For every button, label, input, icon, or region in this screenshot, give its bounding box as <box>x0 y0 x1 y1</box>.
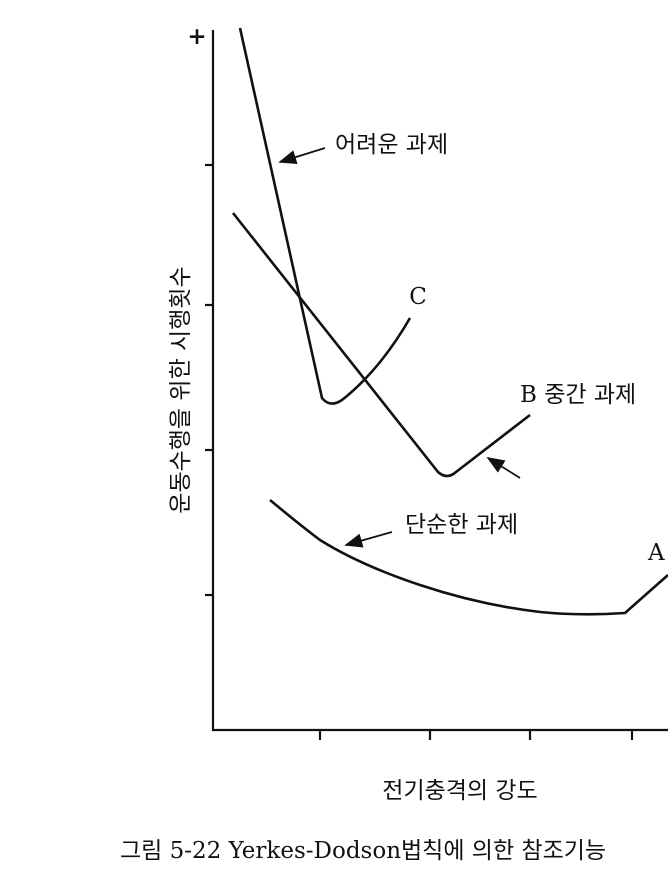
axes <box>205 30 668 740</box>
arrow <box>486 457 521 479</box>
curve-label: 단순한 과제 <box>405 512 518 538</box>
y-top-mark: + <box>187 23 206 50</box>
curve-end-label: A <box>647 540 665 566</box>
y-axis-label: 운동수행을 위한 시행횟수 <box>168 266 194 513</box>
arrow <box>278 147 326 165</box>
easy-task-curve <box>269 499 668 616</box>
curve-label: 어려운 과제 <box>335 132 448 158</box>
caption: 그림 5-22 Yerkes-Dodson법칙에 의한 참조기능 <box>120 838 606 864</box>
curve-label: B 중간 과제 <box>520 382 636 408</box>
medium-task-curve <box>231 212 531 478</box>
hard-task-curve <box>238 27 412 405</box>
arrow <box>344 531 393 548</box>
curve-end-label: C <box>409 284 427 310</box>
x-axis-label: 전기충격의 강도 <box>382 778 537 804</box>
